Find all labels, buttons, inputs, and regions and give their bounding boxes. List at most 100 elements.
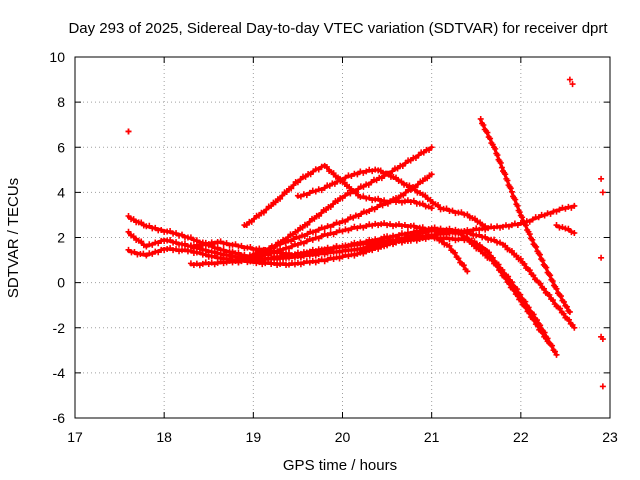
data-point (363, 245, 370, 252)
data-point (354, 171, 361, 178)
data-point (263, 206, 270, 213)
data-point (511, 286, 518, 293)
data-point (464, 268, 471, 275)
data-point (526, 231, 533, 238)
data-point (130, 216, 137, 223)
data-point (502, 171, 509, 178)
data-point (553, 351, 560, 358)
y-tick-label: 2 (57, 230, 65, 246)
data-point (446, 236, 453, 243)
data-point (419, 200, 426, 207)
data-point (477, 246, 484, 253)
x-tick-label: 19 (246, 429, 262, 445)
data-point (321, 231, 328, 238)
data-point (268, 261, 275, 268)
data-point (544, 338, 551, 345)
y-tick-label: 0 (57, 275, 65, 291)
data-point (451, 249, 458, 256)
data-point (366, 236, 373, 243)
data-point (487, 135, 494, 142)
data-point (531, 316, 538, 323)
data-point (539, 329, 546, 336)
data-point (435, 202, 442, 209)
y-axis-label: SDTVAR / TECUs (5, 178, 22, 298)
data-point (161, 246, 168, 253)
data-point (260, 209, 267, 216)
data-point (476, 242, 483, 249)
data-point (277, 195, 284, 202)
data-point (138, 238, 145, 245)
data-point (571, 324, 578, 331)
data-point (492, 145, 499, 152)
data-point (303, 249, 310, 256)
data-point (378, 242, 385, 249)
data-point (419, 226, 426, 233)
data-point (404, 229, 411, 236)
data-point (354, 250, 361, 257)
y-tick-label: 8 (57, 94, 65, 110)
data-point (506, 280, 513, 287)
data-point (125, 228, 132, 235)
data-point (428, 225, 435, 232)
data-point (471, 215, 478, 222)
data-point (533, 243, 540, 250)
data-point (384, 222, 391, 229)
data-point (438, 238, 445, 245)
data-point (187, 234, 194, 241)
data-point (410, 197, 417, 204)
data-point (390, 223, 397, 230)
data-point (455, 255, 462, 262)
data-point (464, 211, 471, 218)
data-point (539, 257, 546, 264)
data-point (471, 241, 478, 248)
data-point (351, 239, 358, 246)
data-point (530, 272, 537, 279)
data-point (283, 189, 290, 196)
data-point (342, 226, 349, 233)
data-point (294, 251, 301, 258)
data-point (598, 254, 605, 261)
data-point (375, 222, 382, 229)
data-point (138, 219, 145, 226)
data-point (536, 251, 543, 258)
data-point (372, 236, 379, 243)
data-point (549, 297, 556, 304)
series-track-10 (357, 202, 578, 254)
data-point (372, 243, 379, 250)
chart-title: Day 293 of 2025, Sidereal Day-to-day VTE… (68, 20, 608, 37)
data-point (184, 248, 191, 255)
data-point (512, 196, 519, 203)
data-point (571, 202, 578, 209)
data-point (336, 227, 343, 234)
data-point (565, 316, 572, 323)
y-tick-label: 4 (57, 184, 65, 200)
data-point (446, 242, 453, 249)
data-point (357, 246, 364, 253)
data-point (452, 237, 459, 244)
data-point (393, 174, 399, 181)
data-point (519, 214, 526, 221)
data-point (309, 248, 316, 255)
data-point (130, 233, 137, 240)
data-point (549, 342, 556, 349)
data-point (279, 192, 286, 199)
data-point (247, 244, 254, 251)
data-point (522, 304, 529, 311)
data-point (502, 242, 509, 249)
series-isolated-points (125, 76, 606, 390)
data-point (484, 129, 491, 136)
data-point (428, 205, 435, 212)
data-point (566, 76, 573, 83)
data-point (521, 260, 528, 267)
data-point (477, 219, 484, 226)
data-point (516, 209, 523, 216)
x-axis-label: GPS time / hours (283, 457, 397, 474)
data-point (179, 231, 185, 238)
data-point (398, 230, 405, 237)
data-point (488, 256, 495, 263)
data-point (428, 144, 435, 151)
data-point (268, 202, 275, 209)
data-point (502, 274, 509, 281)
data-point (485, 249, 492, 256)
